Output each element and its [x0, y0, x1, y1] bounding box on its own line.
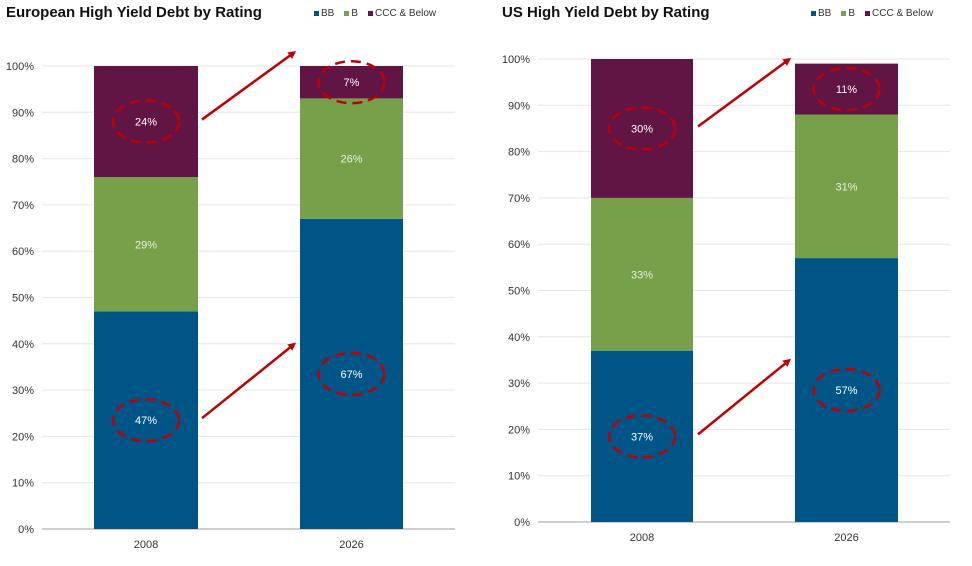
data-label: 26%: [340, 154, 362, 166]
legend-swatch-ccc-icon: [865, 11, 871, 16]
legend-item-ccc: CCC & Below: [368, 8, 436, 19]
y-tick-label: 40%: [508, 332, 530, 344]
y-tick-label: 0%: [514, 517, 530, 529]
y-tick-label: 80%: [508, 147, 530, 159]
legend-swatch-ccc-icon: [368, 11, 374, 16]
highlight-ellipse: [812, 66, 881, 112]
us-hy-chart: 0% 10% 20% 30% 40% 50% 60% 70% 80% 90% 100% 37% 33% 3…: [502, 54, 950, 544]
y-tick-label: 100%: [6, 61, 34, 73]
trend-arrow: [697, 57, 792, 128]
highlight-ellipse: [111, 99, 181, 144]
y-tick-label: 90%: [12, 107, 34, 119]
us-hy-chart-panel: 0% 10% 20% 30% 40% 50% 60% 70% 80% 90% 100% 37% 33% 3…: [486, 0, 972, 566]
x-tick-label: 2026: [339, 539, 363, 551]
legend-label: BB: [818, 8, 832, 19]
legend-label: B: [848, 8, 856, 19]
data-label: 31%: [835, 181, 857, 193]
y-tick-label: 30%: [508, 378, 530, 390]
bar-segment-ccc-below-2026: [795, 63, 898, 115]
y-tick-label: 80%: [12, 154, 34, 166]
data-label: 7%: [344, 77, 360, 89]
y-tick-label: 50%: [12, 293, 34, 305]
y-tick-label: 50%: [508, 286, 530, 298]
y-tick-label: 0%: [18, 524, 34, 536]
chart-title: US High Yield Debt by Rating: [502, 4, 710, 21]
highlight-ellipse: [317, 59, 386, 105]
data-label: 33%: [631, 269, 653, 281]
legend-label: B: [351, 8, 359, 19]
bar-segment-b-2008: [94, 177, 198, 312]
highlight-ellipse: [812, 367, 881, 413]
y-tick-label: 90%: [508, 100, 530, 112]
trend-arrow: [201, 342, 297, 420]
bar-segment-b-2026: [300, 98, 403, 219]
legend-swatch-b-icon: [841, 11, 847, 16]
legend-item-b: B: [841, 8, 855, 19]
european-hy-chart: 0% 10% 20% 30% 40% 50% 60% 70% 80% 90% 100% 47% 29% 2…: [6, 51, 455, 551]
y-tick-label: 20%: [12, 431, 34, 443]
y-tick-label: 100%: [502, 54, 530, 66]
data-label: 37%: [631, 431, 653, 443]
legend-label: CCC & Below: [375, 8, 437, 19]
legend-swatch-bb-icon: [314, 11, 319, 16]
y-tick-label: 30%: [12, 385, 34, 397]
highlight-ellipse: [607, 106, 677, 151]
bar-segment-bb-2026: [795, 258, 898, 522]
bar-segment-b-2008: [591, 197, 693, 351]
y-tick-label: 70%: [12, 200, 34, 212]
chart-legend: BB B CCC & Below: [811, 8, 933, 19]
chart-legend: BB B CCC & Below: [314, 8, 436, 19]
bar-segment-ccc-below-2026: [300, 66, 403, 99]
data-label: 67%: [340, 369, 362, 381]
data-label: 11%: [836, 84, 857, 96]
y-tick-label: 60%: [12, 246, 34, 258]
highlight-ellipse: [111, 397, 181, 443]
y-tick-label: 70%: [508, 193, 530, 205]
legend-label: CCC & Below: [872, 8, 934, 19]
y-tick-label: 10%: [508, 471, 530, 483]
data-label: 24%: [135, 117, 157, 129]
legend-item-bb: BB: [314, 8, 334, 19]
bar-segment-b-2026: [795, 114, 898, 259]
highlight-ellipse: [607, 414, 677, 459]
y-tick-label: 40%: [12, 339, 34, 351]
x-tick-label: 2008: [630, 532, 654, 544]
bar-segment-ccc-below-2008: [94, 66, 198, 178]
legend-item-bb: BB: [811, 8, 831, 19]
legend-item-ccc: CCC & Below: [865, 8, 933, 19]
european-hy-chart-panel: 0% 10% 20% 30% 40% 50% 60% 70% 80% 90% 100% 47% 29% 2…: [6, 4, 455, 551]
y-tick-label: 10%: [12, 478, 34, 490]
data-label: 47%: [135, 415, 157, 427]
y-tick-label: 20%: [508, 424, 530, 436]
data-label: 29%: [135, 239, 157, 251]
data-label: 30%: [631, 123, 653, 135]
legend-item-b: B: [344, 8, 358, 19]
trend-arrow: [697, 358, 792, 436]
bar-segment-bb-2008: [94, 311, 198, 529]
data-label: 57%: [835, 385, 857, 397]
x-tick-label: 2026: [834, 532, 858, 544]
legend-swatch-bb-icon: [811, 11, 816, 16]
trend-arrow: [201, 51, 297, 121]
bar-segment-bb-2026: [300, 218, 403, 530]
legend-swatch-b-icon: [344, 11, 350, 16]
chart-title: European High Yield Debt by Rating: [6, 4, 262, 21]
legend-label: BB: [321, 8, 335, 19]
y-tick-label: 60%: [508, 239, 530, 251]
x-tick-label: 2008: [134, 539, 158, 551]
highlight-ellipse: [317, 351, 386, 397]
